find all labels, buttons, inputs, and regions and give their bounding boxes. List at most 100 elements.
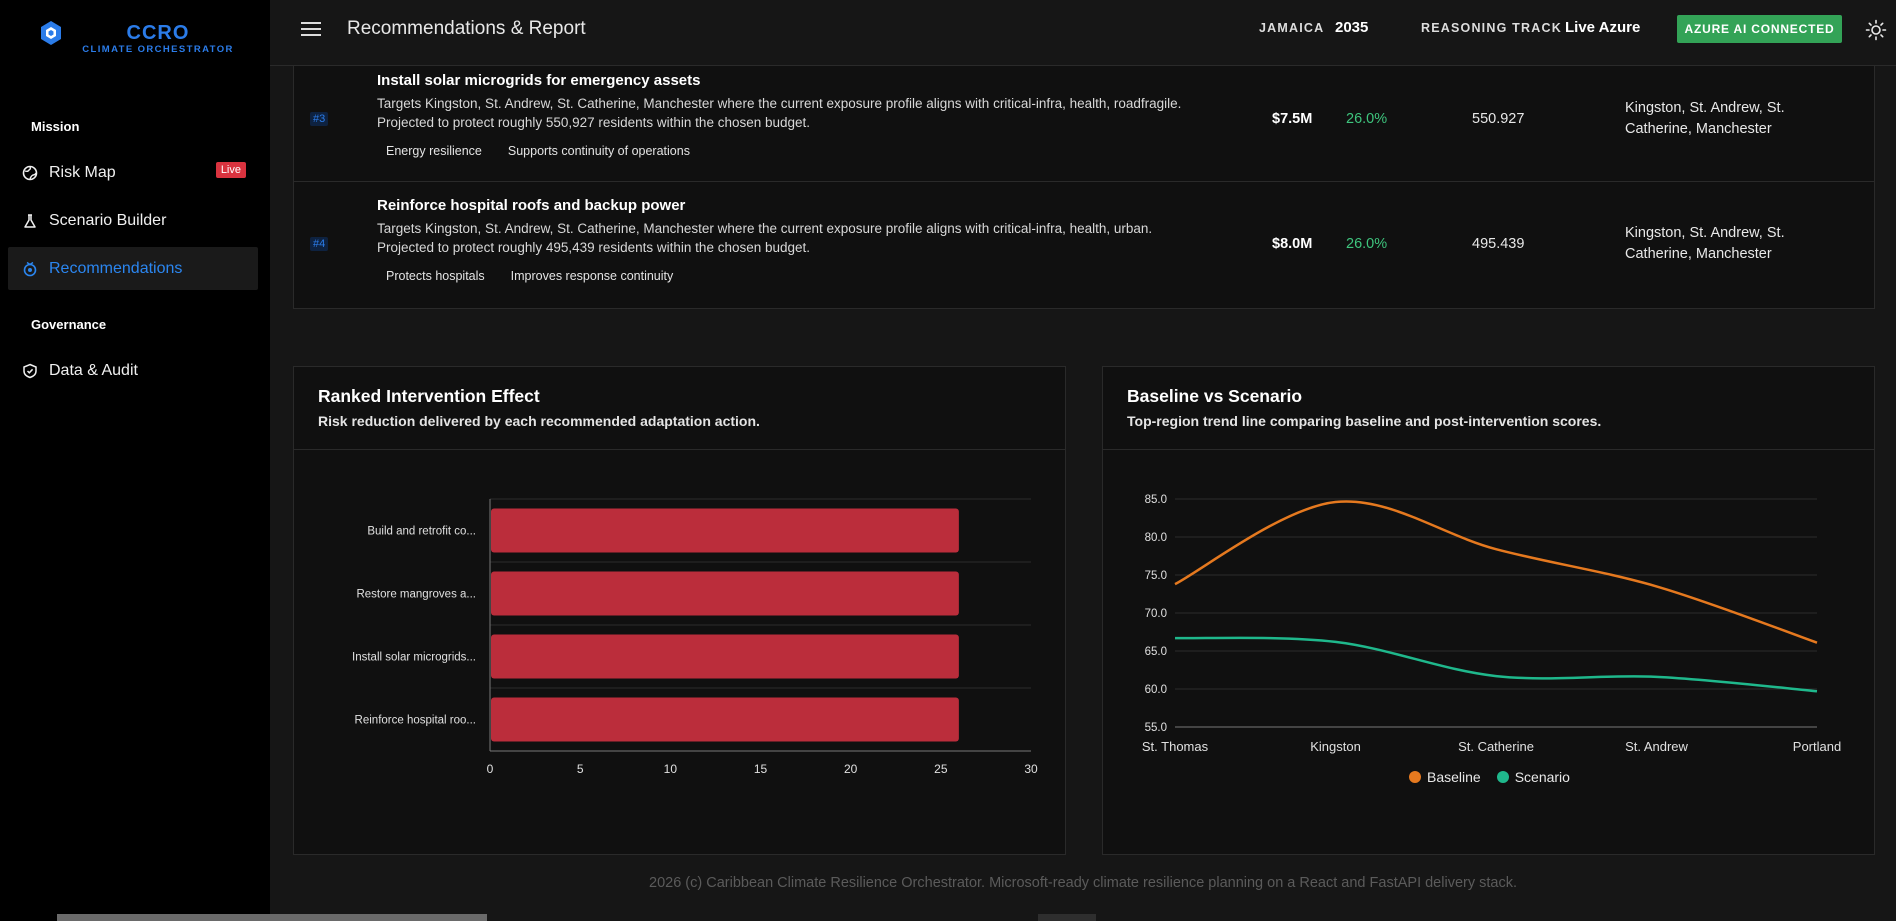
description-line: Targets Kingston, St. Andrew, St. Cather… bbox=[377, 221, 1153, 236]
ranked-effect-bar-chart: Build and retrofit co... Restore mangrove… bbox=[352, 498, 1038, 776]
x-tick-label: 20 bbox=[844, 762, 858, 776]
page-title: Recommendations & Report bbox=[347, 18, 586, 39]
x-tick-label: Portland bbox=[1793, 739, 1841, 754]
series-line-baseline bbox=[1174, 500, 1818, 644]
chart-legend: Baseline Scenario bbox=[1409, 769, 1570, 785]
intervention-description: Targets Kingston, St. Andrew, St. Cather… bbox=[377, 219, 1277, 257]
protected-cell: 550.927 bbox=[1472, 111, 1525, 127]
y-tick-label: 65.0 bbox=[1145, 646, 1167, 658]
baseline-scenario-card: Baseline vs Scenario Top-region trend li… bbox=[1102, 366, 1875, 855]
azure-status-button[interactable]: AZURE AI CONNECTED bbox=[1677, 15, 1842, 43]
description-line: Projected to protect roughly 495,439 res… bbox=[377, 240, 811, 255]
tag: Energy resilience bbox=[386, 144, 482, 158]
x-tick-label: 25 bbox=[934, 762, 948, 776]
hexagon-logo-icon bbox=[41, 21, 61, 45]
regions-cell: Kingston, St. Andrew, St. Catherine, Man… bbox=[1625, 225, 1785, 262]
nav-section-mission: Mission bbox=[31, 119, 80, 134]
top-header: Recommendations & Report JAMAICA 2035 RE… bbox=[270, 0, 1896, 66]
intervention-description: Targets Kingston, St. Andrew, St. Cather… bbox=[377, 94, 1277, 132]
bar bbox=[491, 634, 959, 679]
tag: Protects hospitals bbox=[386, 269, 485, 283]
card-title: Ranked Intervention Effect bbox=[318, 386, 540, 406]
tag-list: Protects hospitals Improves response con… bbox=[377, 269, 682, 283]
y-tick-label: 60.0 bbox=[1145, 684, 1167, 696]
sidebar-item-recommendations[interactable]: Recommendations bbox=[8, 247, 258, 290]
legend-item-scenario[interactable]: Scenario bbox=[1496, 769, 1570, 785]
category-label: Install solar microgrids... bbox=[352, 652, 476, 664]
baseline-scenario-line-chart: 55.0 60.0 65.0 70.0 75.0 80.0 85.0 St. Thomas Ki… bbox=[1142, 494, 1841, 754]
legend-item-baseline[interactable]: Baseline bbox=[1409, 769, 1481, 785]
sidebar-item-label: Scenario Builder bbox=[49, 211, 167, 229]
reduction-cell: 26.0% bbox=[1346, 111, 1388, 127]
x-tick-label: St. Thomas bbox=[1142, 739, 1209, 754]
category-label: Build and retrofit co... bbox=[367, 526, 476, 538]
table-row[interactable]: #4 Reinforce hospital roofs and backup p… bbox=[294, 182, 1874, 308]
target-icon bbox=[21, 260, 39, 278]
bar bbox=[491, 571, 959, 616]
sidebar-item-label: Data & Audit bbox=[49, 361, 138, 379]
sidebar-item-label: Risk Map bbox=[49, 163, 116, 181]
card-title: Baseline vs Scenario bbox=[1127, 386, 1303, 406]
nav-section-governance: Governance bbox=[31, 317, 107, 332]
taskbar-thumbnail bbox=[57, 914, 487, 921]
recommendations-table: #3 Install solar microgrids for emergenc… bbox=[293, 66, 1875, 309]
year-value[interactable]: 2035 bbox=[1335, 19, 1369, 36]
category-label: Reinforce hospital roo... bbox=[355, 715, 476, 727]
theme-toggle-sun-icon[interactable] bbox=[1865, 19, 1887, 41]
tag: Supports continuity of operations bbox=[507, 144, 690, 158]
ranked-effect-card: Ranked Intervention Effect Risk reductio… bbox=[293, 366, 1066, 855]
x-tick-label: 30 bbox=[1024, 762, 1038, 776]
brand-title: CCRO bbox=[126, 22, 190, 44]
x-tick-label: 10 bbox=[664, 762, 678, 776]
legend-label: Scenario bbox=[1514, 769, 1570, 785]
protected-cell: 495.439 bbox=[1472, 236, 1525, 252]
x-tick-label: Kingston bbox=[1310, 739, 1361, 754]
card-subtitle: Risk reduction delivered by each recomme… bbox=[318, 413, 760, 429]
x-tick-label: 0 bbox=[487, 762, 494, 776]
table-row[interactable]: #3 Install solar microgrids for emergenc… bbox=[294, 66, 1874, 182]
category-label: Restore mangroves a... bbox=[356, 589, 476, 601]
flask-icon bbox=[21, 212, 39, 230]
sidebar-item-scenario-builder[interactable]: Scenario Builder bbox=[8, 199, 258, 242]
intervention-title: Install solar microgrids for emergency a… bbox=[377, 72, 701, 89]
description-line: Projected to protect roughly 550,927 res… bbox=[377, 115, 811, 130]
country-label: JAMAICA bbox=[1259, 21, 1325, 35]
series-line-scenario bbox=[1174, 636, 1818, 693]
card-subtitle: Top-region trend line comparing baseline… bbox=[1127, 413, 1602, 429]
y-tick-label: 75.0 bbox=[1145, 570, 1167, 582]
globe-icon bbox=[21, 164, 39, 182]
sidebar: CCRO CLIMATE ORCHESTRATOR Mission Risk M… bbox=[0, 0, 270, 921]
taskbar-thumbnail bbox=[1038, 914, 1096, 921]
sidebar-item-label: Recommendations bbox=[49, 259, 183, 277]
tag-list: Energy resilience Supports continuity of… bbox=[377, 144, 699, 158]
y-tick-label: 70.0 bbox=[1145, 608, 1167, 620]
sidebar-item-risk-map[interactable]: Risk Map Live bbox=[8, 151, 258, 194]
x-tick-label: 15 bbox=[754, 762, 768, 776]
x-tick-label: St. Andrew bbox=[1625, 739, 1688, 754]
description-line: Targets Kingston, St. Andrew, St. Cather… bbox=[377, 96, 1182, 111]
brand[interactable]: CCRO CLIMATE ORCHESTRATOR bbox=[40, 20, 232, 55]
rank-badge: #3 bbox=[310, 112, 329, 126]
x-tick-label: St. Catherine bbox=[1458, 739, 1534, 754]
bar bbox=[491, 697, 959, 742]
legend-swatch bbox=[1496, 771, 1509, 783]
legend-swatch bbox=[1409, 771, 1421, 783]
shield-check-icon bbox=[21, 362, 39, 380]
cost-cell: $8.0M bbox=[1272, 236, 1313, 252]
regions-cell: Kingston, St. Andrew, St. Catherine, Man… bbox=[1625, 100, 1785, 137]
sidebar-item-data-audit[interactable]: Data & Audit bbox=[8, 349, 258, 392]
x-tick-label: 5 bbox=[577, 762, 584, 776]
reduction-cell: 26.0% bbox=[1346, 236, 1388, 252]
legend-label: Baseline bbox=[1427, 769, 1481, 785]
reasoning-track-value[interactable]: Live Azure bbox=[1565, 19, 1641, 36]
tag: Improves response continuity bbox=[510, 269, 674, 283]
brand-subtitle: CLIMATE ORCHESTRATOR bbox=[82, 44, 234, 55]
cost-cell: $7.5M bbox=[1272, 111, 1313, 127]
y-tick-label: 55.0 bbox=[1145, 722, 1167, 734]
live-badge: Live bbox=[215, 162, 246, 178]
intervention-title: Reinforce hospital roofs and backup powe… bbox=[377, 197, 686, 214]
y-tick-label: 80.0 bbox=[1145, 532, 1167, 544]
rank-badge: #4 bbox=[310, 237, 329, 251]
hamburger-menu-icon[interactable] bbox=[301, 22, 321, 38]
page-footer: 2026 (c) Caribbean Climate Resilience Or… bbox=[649, 875, 1517, 891]
